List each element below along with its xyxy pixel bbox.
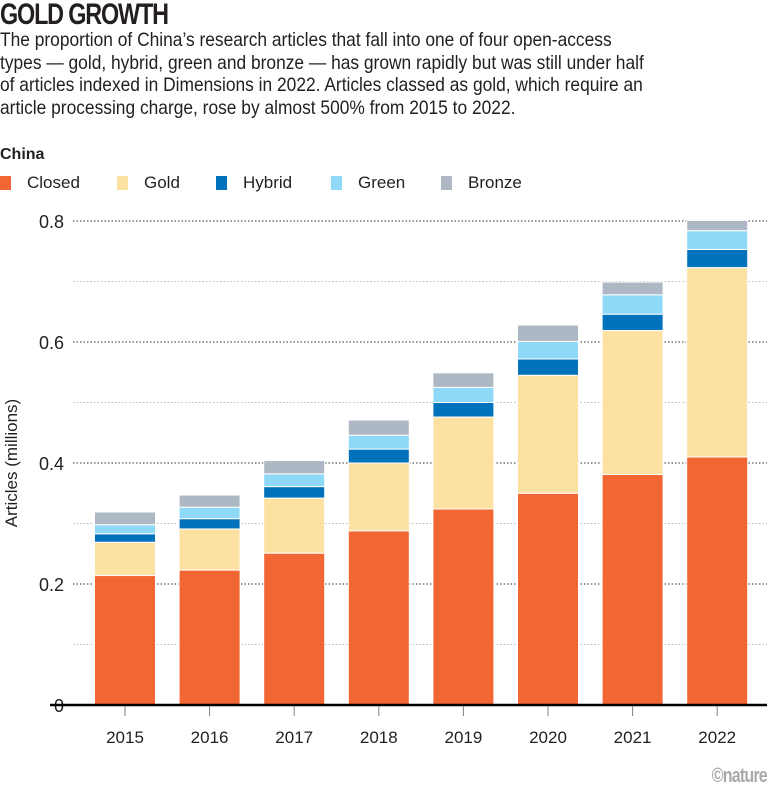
bar-closed-2015 [94, 575, 156, 706]
legend-label-closed: Closed [27, 173, 80, 192]
bar-closed-2016 [178, 569, 241, 706]
bar-green-2021 [601, 294, 664, 315]
bar-stack-2018 [347, 419, 410, 706]
panel-label: China [0, 146, 45, 163]
bar-stack-2017 [263, 460, 326, 706]
bar-stack-2022 [686, 219, 749, 706]
x-tick-label: 2022 [698, 728, 736, 747]
bar-hybrid-2018 [347, 448, 410, 464]
subtitle-line: of articles indexed in Dimensions in 202… [0, 75, 643, 96]
bar-green-2015 [94, 524, 156, 535]
bar-gold-2019 [432, 416, 495, 510]
legend-swatch-closed [0, 176, 11, 190]
bar-closed-2020 [517, 492, 579, 706]
bar-stack-2020 [517, 324, 579, 706]
x-tick-label: 2020 [529, 728, 567, 747]
bar-gold-2018 [347, 462, 410, 532]
bar-closed-2017 [263, 552, 326, 706]
legend-item-hybrid: Hybrid [216, 172, 292, 194]
x-tick-label: 2021 [614, 728, 652, 747]
bar-gold-2015 [94, 541, 156, 577]
subtitle-line: article processing charge, rose by almos… [0, 97, 516, 119]
bar-green-2018 [347, 434, 410, 450]
x-tick-label: 2015 [106, 728, 144, 747]
subtitle-line: types — gold, hybrid, green and bronze —… [0, 52, 644, 74]
legend-swatch-hybrid [216, 176, 227, 190]
legend-item-bronze: Bronze [441, 172, 522, 194]
x-tick-label: 2019 [444, 728, 482, 747]
bar-hybrid-2019 [432, 402, 495, 418]
legend-swatch-bronze [441, 176, 452, 190]
legend-label-gold: Gold [144, 173, 180, 192]
bar-closed-2021 [601, 473, 664, 706]
legend-swatch-green [331, 176, 342, 190]
bar-bronze-2021 [601, 281, 664, 296]
bar-gold-2020 [517, 374, 579, 494]
bar-hybrid-2020 [517, 358, 579, 376]
bar-stack-2019 [432, 372, 495, 706]
bar-bronze-2019 [432, 372, 495, 388]
bar-hybrid-2015 [94, 533, 156, 543]
bar-hybrid-2022 [686, 248, 749, 269]
legend-item-green: Green [331, 172, 405, 194]
bar-hybrid-2016 [178, 518, 241, 530]
legend-item-closed: Closed [0, 172, 80, 194]
bar-green-2017 [263, 473, 326, 488]
bar-gold-2022 [686, 267, 749, 458]
bar-stack-2015 [94, 511, 156, 706]
bar-closed-2018 [347, 530, 410, 706]
axes: 2015 2016 2017 2018 2019 2020 2021 2022 [50, 703, 767, 747]
bar-green-2016 [178, 506, 241, 520]
y-tick-label: 0.6 [39, 333, 64, 353]
chart-subtitle: The proportion of China’s research artic… [0, 30, 694, 120]
legend-label-green: Green [358, 173, 406, 192]
bar-bronze-2020 [517, 324, 579, 342]
legend-label-bronze: Bronze [468, 173, 522, 192]
legend-swatch-gold [117, 176, 128, 190]
bar-green-2022 [686, 230, 749, 250]
x-tick-label: 2017 [275, 728, 313, 747]
bar-bronze-2022 [686, 219, 749, 232]
legend-label-hybrid: Hybrid [243, 173, 293, 192]
bar-bronze-2016 [178, 494, 241, 508]
y-tick-label: 0.4 [39, 454, 64, 474]
y-tick-label: 0.8 [39, 212, 64, 232]
bar-bronze-2018 [347, 419, 410, 436]
legend-item-gold: Gold [117, 172, 180, 194]
bar-green-2019 [432, 386, 495, 403]
bars [94, 219, 749, 706]
x-tick-label: 2016 [191, 728, 229, 747]
subtitle-line: The proportion of China’s research artic… [0, 30, 612, 51]
chart-title: GOLD GROWTH [0, 0, 169, 31]
bar-gold-2017 [263, 497, 326, 554]
bar-bronze-2015 [94, 511, 156, 526]
bar-hybrid-2017 [263, 486, 326, 499]
bar-gold-2021 [601, 330, 664, 475]
x-tick-label: 2018 [360, 728, 398, 747]
bar-closed-2019 [432, 508, 495, 706]
nature-credit: ©nature [711, 765, 767, 787]
bar-bronze-2017 [263, 460, 326, 475]
y-axis-label: Articles (millions) [2, 399, 21, 527]
bar-stack-2021 [601, 281, 664, 706]
bar-stack-2016 [178, 494, 241, 706]
bar-hybrid-2021 [601, 313, 664, 332]
y-tick-label: 0.2 [39, 575, 64, 595]
bar-closed-2022 [686, 456, 749, 706]
bar-gold-2016 [178, 528, 241, 571]
bar-green-2020 [517, 340, 579, 360]
